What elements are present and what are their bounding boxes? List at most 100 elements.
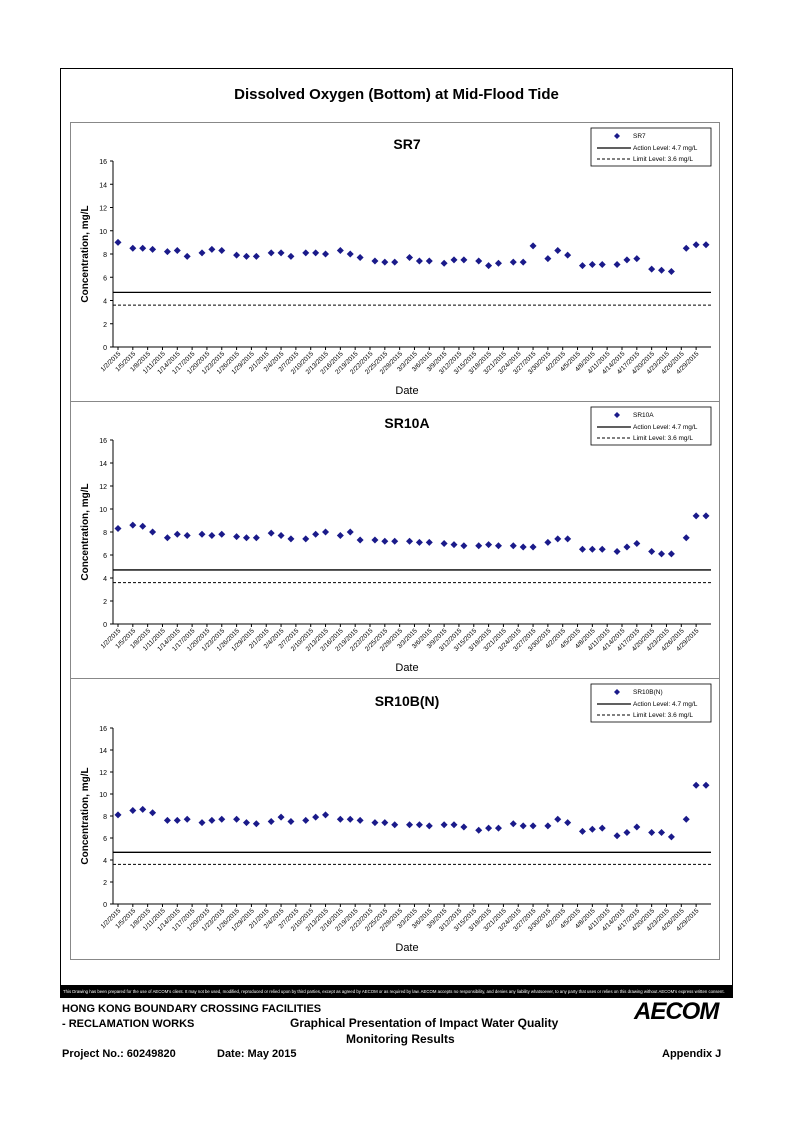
data-point [475,826,483,834]
data-point [371,257,379,265]
data-point [648,265,656,273]
data-point [578,545,586,553]
data-point [267,818,275,825]
chart-sr10a: SR10A02468101214161/2/20151/5/20151/8/20… [80,406,712,674]
data-point [391,821,399,829]
data-point [267,529,275,537]
data-point [633,255,641,263]
data-point [252,820,260,828]
x-axis-label: Date [395,662,418,674]
data-point [198,249,206,257]
x-axis-label: Date [395,942,418,954]
data-point [287,252,295,260]
legend-limit-label: Limit Level: 3.6 mg/L [633,156,693,163]
data-point [267,249,275,257]
data-point [356,816,364,824]
data-point [702,512,710,520]
chart-panel-sr10bn: SR10B(N) 0 2 4 6 8 10 12 14 16 1/2/2015 1/5/2015 1/8… [70,678,720,960]
data-point [173,247,181,255]
legend-box [590,683,712,723]
data-point [346,528,354,536]
data-point [381,537,389,545]
y-tick-label: 16 [99,726,107,733]
data-point [564,535,572,543]
chart-title: SR7 [393,136,420,152]
data-point [509,820,517,828]
y-tick-label: 2 [103,599,107,606]
y-tick-label: 2 [103,880,107,887]
y-tick-label: 8 [103,814,107,821]
legend-marker [614,133,620,139]
y-axis-label: Concentration, mg/L [80,205,91,302]
y-tick-label: 4 [103,858,107,865]
data-point [519,822,527,830]
data-point [252,252,260,260]
y-tick-label: 12 [99,770,107,777]
project-number: Project No.: 60249820 [62,1048,176,1060]
data-point [233,533,241,541]
data-point [415,257,423,265]
disclaimer-bar: This Drawing has been prepared for the u… [60,985,733,998]
data-point [519,543,527,551]
y-tick-label: 6 [103,553,107,560]
data-point [208,816,216,824]
data-point [692,512,700,520]
chart-sr10bn: SR10B(N)02468101214161/2/20151/5/20151/8… [80,683,712,954]
data-point [460,823,468,831]
data-point [692,781,700,789]
y-tick-label: 10 [99,792,107,799]
y-tick-label: 8 [103,530,107,537]
data-point [173,530,181,538]
data-point [183,252,191,260]
data-point [336,531,344,539]
data-point [544,538,552,546]
data-point [242,534,250,542]
data-point [114,525,122,533]
data-point [544,255,552,263]
data-point [667,267,675,275]
y-tick-label: 4 [103,299,107,306]
chart-title: SR10A [384,415,429,431]
data-point [218,815,226,823]
data-point [149,245,157,253]
data-point [578,262,586,270]
chart-panel-sr7: SR7 0 2 4 6 8 10 12 14 16 1/2/2015 1/5/2015 1/8/2015… [70,122,720,402]
data-point [509,542,517,550]
data-point [198,819,206,827]
aecom-logo: AECOM [634,998,719,1025]
y-tick-label: 14 [99,748,107,755]
data-point [139,244,147,252]
data-point [277,249,285,257]
data-point [613,832,621,840]
data-point [475,542,483,550]
data-point [623,256,631,264]
data-point [460,256,468,264]
data-point [302,535,310,543]
y-tick-label: 4 [103,576,107,583]
data-point [312,249,320,257]
data-point [129,244,137,252]
data-point [218,530,226,538]
data-point [163,248,171,256]
y-tick-label: 0 [103,902,107,909]
data-point [198,530,206,538]
legend-series-label: SR7 [633,133,646,140]
data-point [658,266,666,274]
data-point [356,253,364,261]
x-axis-label: Date [395,385,418,397]
data-point [183,531,191,539]
data-point [218,247,226,255]
data-point [544,822,552,830]
data-point [242,819,250,827]
data-point [682,534,690,542]
data-point [114,811,122,819]
data-point [623,543,631,551]
data-point [391,258,399,266]
data-point [208,245,216,253]
data-point [425,822,433,830]
data-point [346,815,354,823]
legend-limit-label: Limit Level: 3.6 mg/L [633,712,693,719]
chart-title: SR10B(N) [375,693,440,709]
data-point [287,535,295,543]
data-point [494,259,502,267]
